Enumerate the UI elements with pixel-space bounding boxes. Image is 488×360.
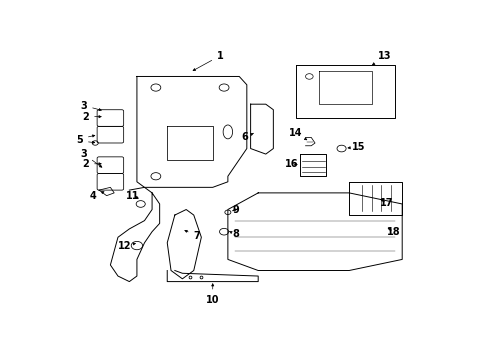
Text: 11: 11 — [126, 191, 140, 201]
Text: 17: 17 — [380, 198, 393, 208]
Text: 1: 1 — [193, 51, 223, 71]
Text: 13: 13 — [372, 51, 391, 65]
Text: 12: 12 — [118, 240, 135, 251]
Text: 4: 4 — [90, 191, 104, 201]
Text: 2: 2 — [82, 159, 101, 169]
Text: 9: 9 — [232, 204, 238, 215]
Text: 14: 14 — [289, 128, 306, 140]
Text: 5: 5 — [76, 135, 82, 145]
Text: 3: 3 — [81, 100, 101, 111]
Text: 2: 2 — [82, 112, 101, 122]
Text: 6: 6 — [241, 132, 253, 143]
Text: 7: 7 — [184, 230, 200, 241]
Text: 8: 8 — [229, 229, 239, 239]
Text: 16: 16 — [284, 159, 298, 169]
Text: 15: 15 — [347, 142, 365, 152]
Text: 18: 18 — [386, 227, 400, 237]
Text: 3: 3 — [81, 149, 102, 167]
Text: 10: 10 — [205, 284, 219, 305]
